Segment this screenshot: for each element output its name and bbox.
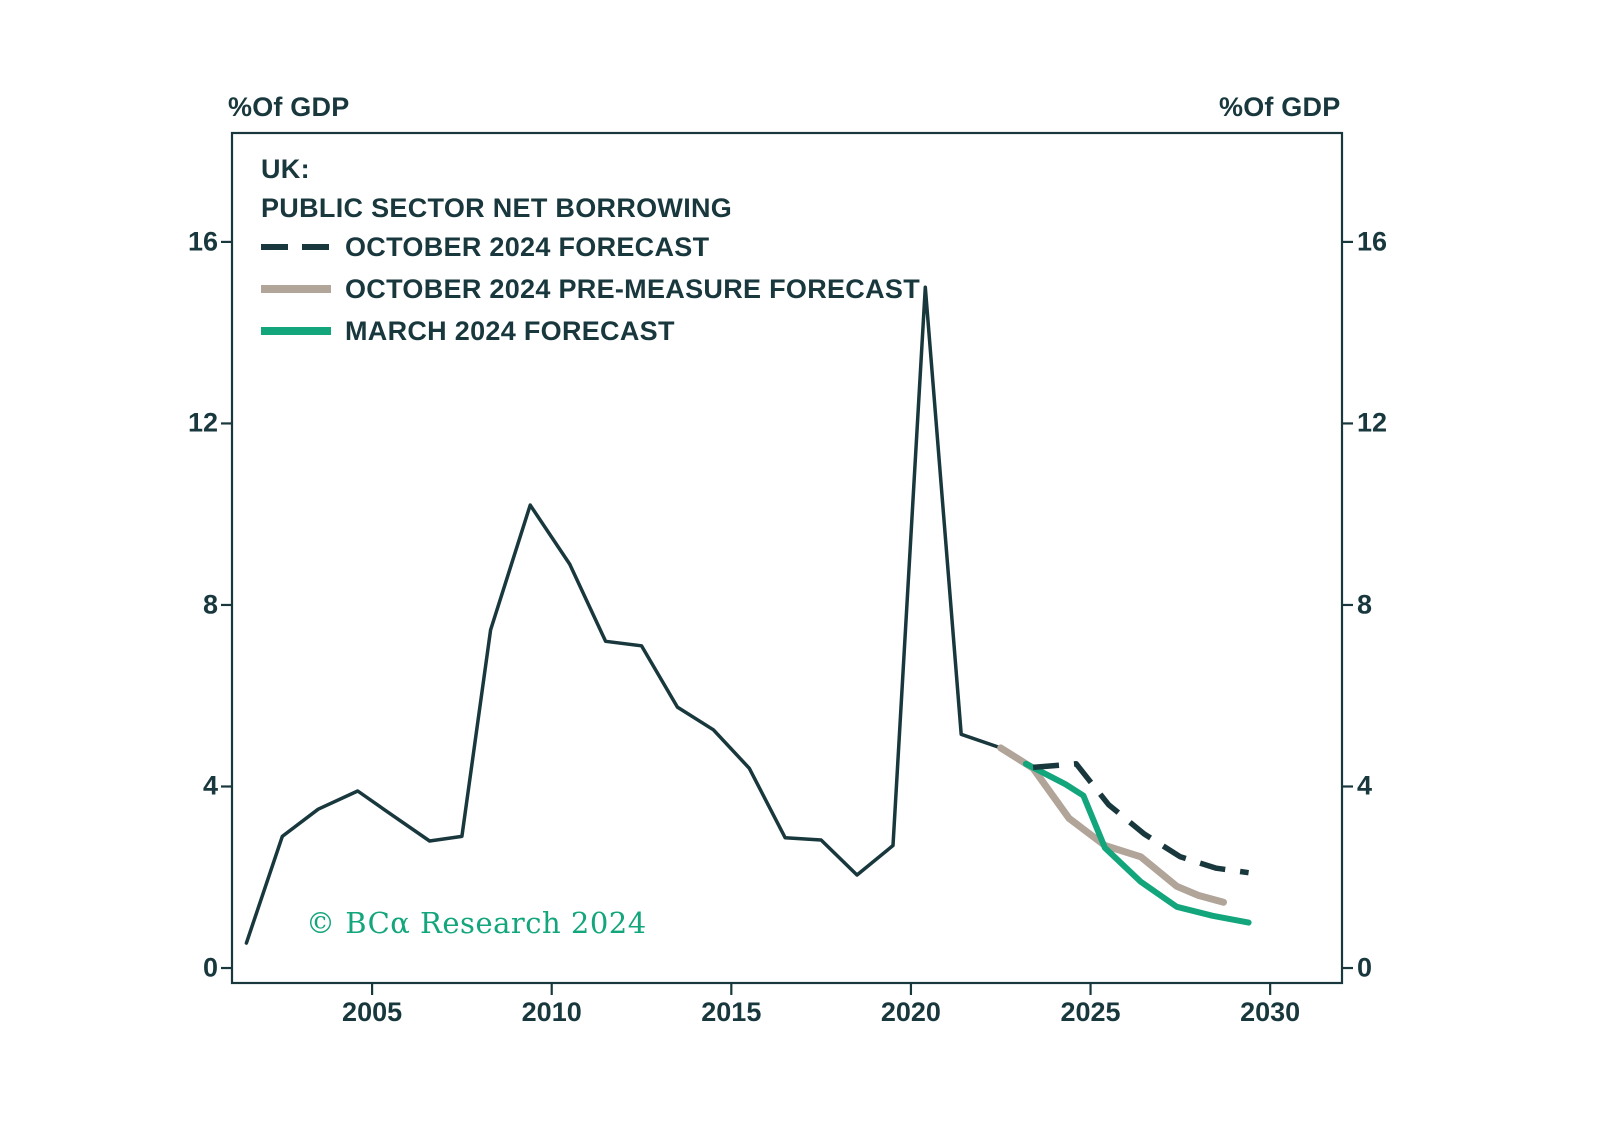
legend-label: OCTOBER 2024 FORECAST — [345, 231, 710, 262]
y-tick-label-left: 16 — [187, 226, 218, 257]
plot-frame — [230, 131, 1344, 985]
watermark: © BCα Research 2024 — [306, 906, 647, 940]
series-line-3 — [1032, 761, 1249, 876]
y-tick-label-left: 8 — [202, 589, 218, 620]
y-tick-label-right: 16 — [1357, 226, 1388, 257]
x-tick-label: 2010 — [521, 997, 582, 1027]
x-tick-label: 2015 — [701, 997, 762, 1027]
y-tick-label-left: 12 — [187, 407, 218, 438]
series-line-1 — [997, 744, 1227, 906]
x-tick-label: 2005 — [342, 997, 403, 1027]
x-tick-label: 2020 — [880, 997, 941, 1027]
chart-title: UK: PUBLIC SECTOR NET BORROWING — [261, 150, 732, 228]
series-line-2 — [1022, 760, 1252, 926]
x-tick-label: 2025 — [1060, 997, 1121, 1027]
legend-item-2: MARCH 2024 FORECAST — [261, 310, 920, 352]
legend-label: MARCH 2024 FORECAST — [345, 315, 675, 346]
legend-label: OCTOBER 2024 PRE-MEASURE FORECAST — [345, 273, 921, 304]
y-tick-label-right: 0 — [1357, 952, 1373, 983]
y-tick-label-left: 4 — [202, 770, 218, 801]
chart-title-line2: PUBLIC SECTOR NET BORROWING — [261, 193, 733, 223]
y-tick-label-right: 8 — [1357, 589, 1373, 620]
legend-line-swatch — [261, 244, 331, 250]
y-tick-label-right: 4 — [1357, 770, 1373, 801]
y-tick-label-left: 0 — [202, 952, 218, 983]
legend-line-swatch — [261, 285, 331, 293]
legend-line-swatch — [261, 327, 331, 335]
legend: OCTOBER 2024 FORECAST OCTOBER 2024 PRE-ME… — [261, 226, 920, 352]
chart-title-line1: UK: — [261, 154, 310, 184]
y-tick-label-right: 12 — [1357, 407, 1388, 438]
legend-item-1: OCTOBER 2024 PRE-MEASURE FORECAST — [261, 268, 920, 310]
x-tick-label: 2030 — [1240, 997, 1301, 1027]
y-axis-unit-right: %Of GDP — [1219, 92, 1341, 122]
series-line-0 — [244, 285, 1003, 945]
legend-item-0: OCTOBER 2024 FORECAST — [261, 226, 920, 268]
y-axis-unit-left: %Of GDP — [228, 92, 350, 122]
